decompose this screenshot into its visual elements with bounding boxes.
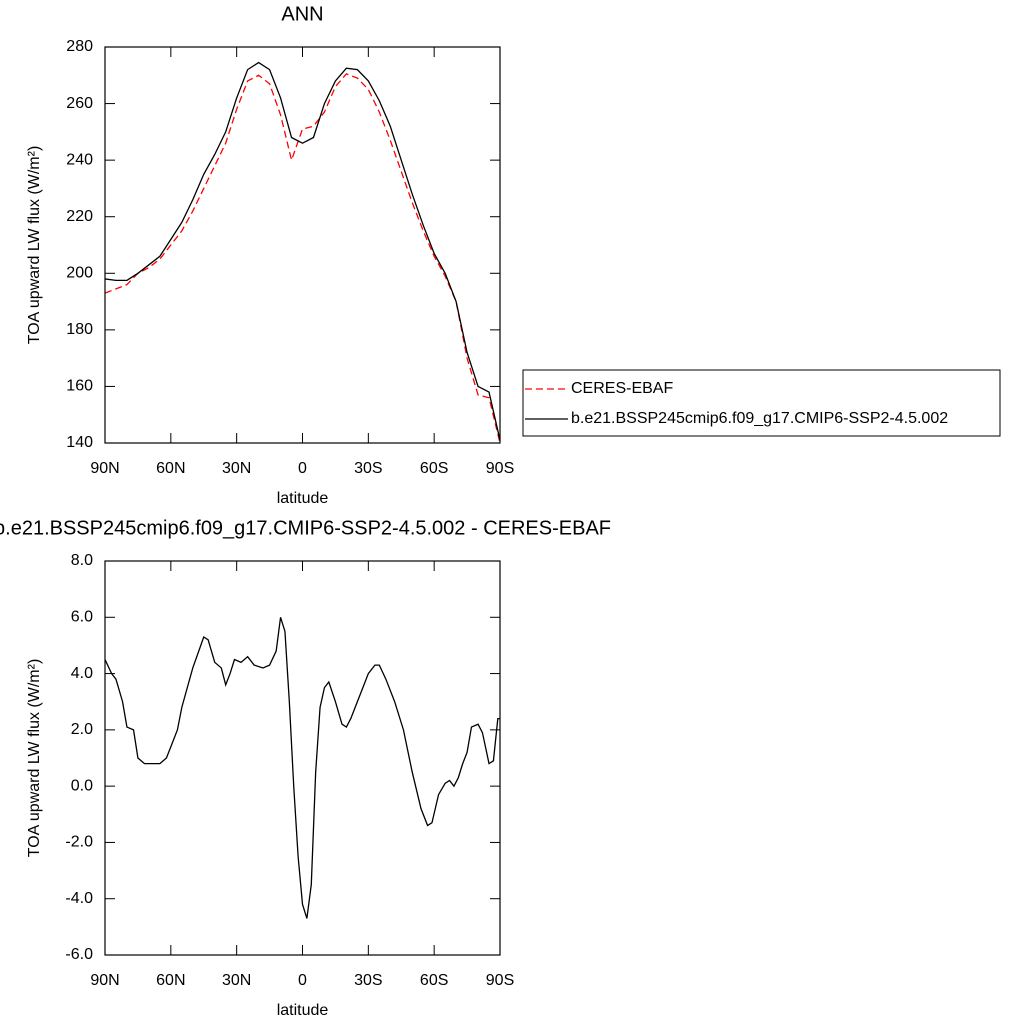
x-tick-label: 0 xyxy=(298,460,307,477)
y-tick-label: 2.0 xyxy=(71,721,93,738)
y-tick-label: 260 xyxy=(66,95,93,112)
y-tick-label: 140 xyxy=(66,434,93,451)
legend-label: b.e21.BSSP245cmip6.f09_g17.CMIP6-SSP2-4.… xyxy=(571,410,948,427)
legend-box xyxy=(522,369,1001,437)
y-tick-label: -6.0 xyxy=(65,946,93,963)
y-tick-label: 0.0 xyxy=(71,777,93,794)
x-tick-label: 90N xyxy=(90,460,119,477)
plot-frame xyxy=(104,560,501,956)
y-tick-label: 8.0 xyxy=(71,552,93,569)
series-line xyxy=(104,61,501,441)
chart-title: ANN xyxy=(281,3,323,25)
y-axis-label: TOA upward LW flux (W/m²) xyxy=(26,146,43,345)
y-tick-label: 160 xyxy=(66,378,93,395)
y-tick-label: 180 xyxy=(66,321,93,338)
x-tick-label: 90S xyxy=(486,460,514,477)
x-tick-label: 90S xyxy=(486,972,514,989)
y-tick-label: 6.0 xyxy=(71,609,93,626)
x-axis-label: latitude xyxy=(277,490,329,507)
x-tick-label: 30S xyxy=(354,460,382,477)
y-axis-label: TOA upward LW flux (W/m²) xyxy=(26,659,43,858)
x-tick-label: 30N xyxy=(222,460,251,477)
y-tick-label: 220 xyxy=(66,208,93,225)
chart-title: b.e21.BSSP245cmip6.f09_g17.CMIP6-SSP2-4.… xyxy=(0,517,611,539)
y-tick-label: 4.0 xyxy=(71,665,93,682)
series-line xyxy=(104,617,500,919)
y-tick-label: 200 xyxy=(66,265,93,282)
legend-label: CERES-EBAF xyxy=(571,380,673,397)
x-tick-label: 60S xyxy=(420,972,448,989)
y-tick-label: 280 xyxy=(66,38,93,55)
x-tick-label: 60N xyxy=(156,972,185,989)
y-tick-label: -4.0 xyxy=(65,890,93,907)
x-tick-label: 60S xyxy=(420,460,448,477)
x-tick-label: 60N xyxy=(156,460,185,477)
series-line xyxy=(104,73,501,444)
x-axis-label: latitude xyxy=(277,1002,329,1019)
y-tick-label: -2.0 xyxy=(65,834,93,851)
x-tick-label: 30N xyxy=(222,972,251,989)
x-tick-label: 90N xyxy=(90,972,119,989)
plot-frame xyxy=(104,46,501,444)
x-tick-label: 0 xyxy=(298,972,307,989)
y-tick-label: 240 xyxy=(66,151,93,168)
x-tick-label: 30S xyxy=(354,972,382,989)
